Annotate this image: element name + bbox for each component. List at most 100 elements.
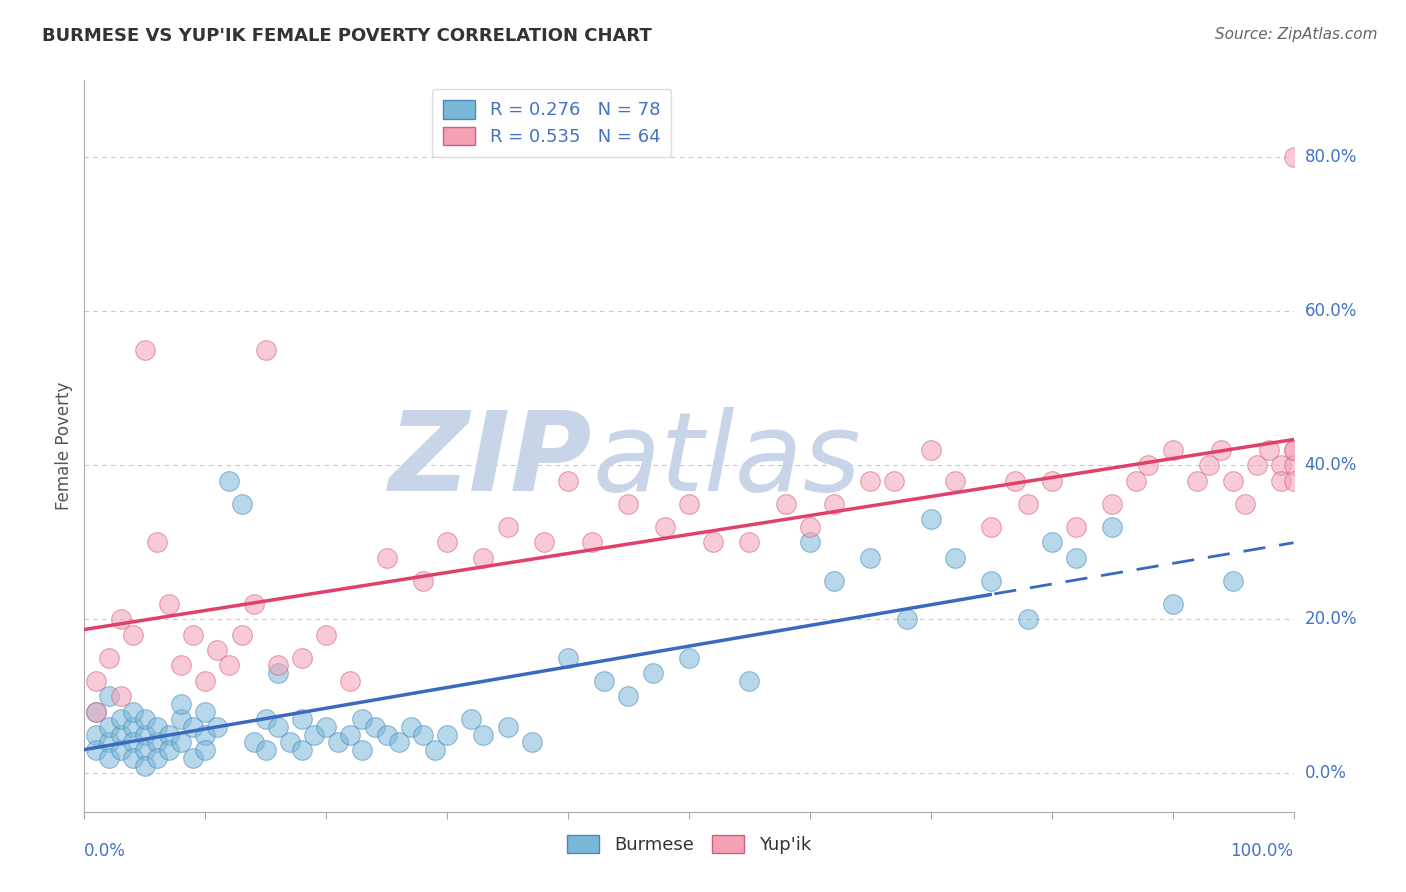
Point [146, 735, 169, 749]
Point [86, 728, 108, 742]
Text: atlas: atlas [592, 407, 860, 514]
Point [110, 712, 132, 726]
Point [157, 728, 180, 742]
Point [1064, 520, 1087, 534]
Point [1064, 550, 1087, 565]
Point [170, 658, 193, 673]
Text: 60.0%: 60.0% [1305, 302, 1357, 320]
Point [1234, 497, 1257, 511]
Point [315, 720, 337, 734]
Point [1246, 458, 1268, 473]
Point [218, 658, 240, 673]
Legend: Burmese, Yup'ik: Burmese, Yup'ik [560, 828, 818, 861]
Point [920, 442, 942, 457]
Point [738, 673, 761, 688]
Point [980, 574, 1002, 588]
Point [460, 712, 482, 726]
Point [339, 673, 361, 688]
Point [533, 535, 555, 549]
Point [146, 720, 169, 734]
Point [242, 597, 264, 611]
Point [1101, 520, 1123, 534]
Point [859, 474, 882, 488]
Point [134, 743, 156, 757]
Point [218, 474, 240, 488]
Text: 100.0%: 100.0% [1230, 842, 1294, 860]
Point [121, 627, 143, 641]
Point [496, 520, 519, 534]
Point [170, 712, 193, 726]
Point [302, 728, 325, 742]
Point [1137, 458, 1160, 473]
Point [943, 474, 966, 488]
Point [520, 735, 543, 749]
Point [1282, 442, 1305, 457]
Point [181, 751, 204, 765]
Point [254, 743, 277, 757]
Point [267, 658, 290, 673]
Point [121, 751, 143, 765]
Point [1040, 535, 1063, 549]
Point [328, 735, 350, 749]
Point [97, 751, 120, 765]
Point [1222, 474, 1244, 488]
Point [146, 535, 169, 549]
Point [86, 705, 108, 719]
Point [399, 720, 422, 734]
Point [231, 627, 253, 641]
Point [121, 705, 143, 719]
Point [641, 666, 664, 681]
Point [134, 712, 156, 726]
Point [581, 535, 603, 549]
Point [86, 743, 108, 757]
Point [617, 690, 640, 704]
Point [883, 474, 905, 488]
Point [375, 550, 398, 565]
Point [207, 643, 229, 657]
Point [181, 720, 204, 734]
Point [472, 550, 495, 565]
Point [1017, 497, 1039, 511]
Point [97, 735, 120, 749]
Text: 0.0%: 0.0% [1305, 764, 1347, 782]
Point [859, 550, 882, 565]
Point [436, 728, 458, 742]
Point [278, 735, 301, 749]
Y-axis label: Female Poverty: Female Poverty [55, 382, 73, 510]
Point [980, 520, 1002, 534]
Point [1270, 474, 1292, 488]
Point [896, 612, 918, 626]
Point [1282, 458, 1305, 473]
Point [678, 650, 700, 665]
Point [1282, 150, 1305, 164]
Text: BURMESE VS YUP'IK FEMALE POVERTY CORRELATION CHART: BURMESE VS YUP'IK FEMALE POVERTY CORRELA… [42, 27, 652, 45]
Point [291, 712, 314, 726]
Point [157, 597, 180, 611]
Point [254, 343, 277, 357]
Point [436, 535, 458, 549]
Point [315, 627, 337, 641]
Point [738, 535, 761, 549]
Point [1258, 442, 1281, 457]
Point [97, 650, 120, 665]
Point [1282, 442, 1305, 457]
Point [242, 735, 264, 749]
Point [194, 743, 217, 757]
Point [1004, 474, 1026, 488]
Point [617, 497, 640, 511]
Point [97, 720, 120, 734]
Point [170, 697, 193, 711]
Text: 80.0%: 80.0% [1305, 148, 1357, 166]
Text: 40.0%: 40.0% [1305, 456, 1357, 475]
Point [412, 574, 434, 588]
Point [170, 735, 193, 749]
Point [375, 728, 398, 742]
Point [110, 743, 132, 757]
Point [412, 728, 434, 742]
Point [267, 666, 290, 681]
Point [1161, 597, 1184, 611]
Point [472, 728, 495, 742]
Point [339, 728, 361, 742]
Point [194, 705, 217, 719]
Point [194, 673, 217, 688]
